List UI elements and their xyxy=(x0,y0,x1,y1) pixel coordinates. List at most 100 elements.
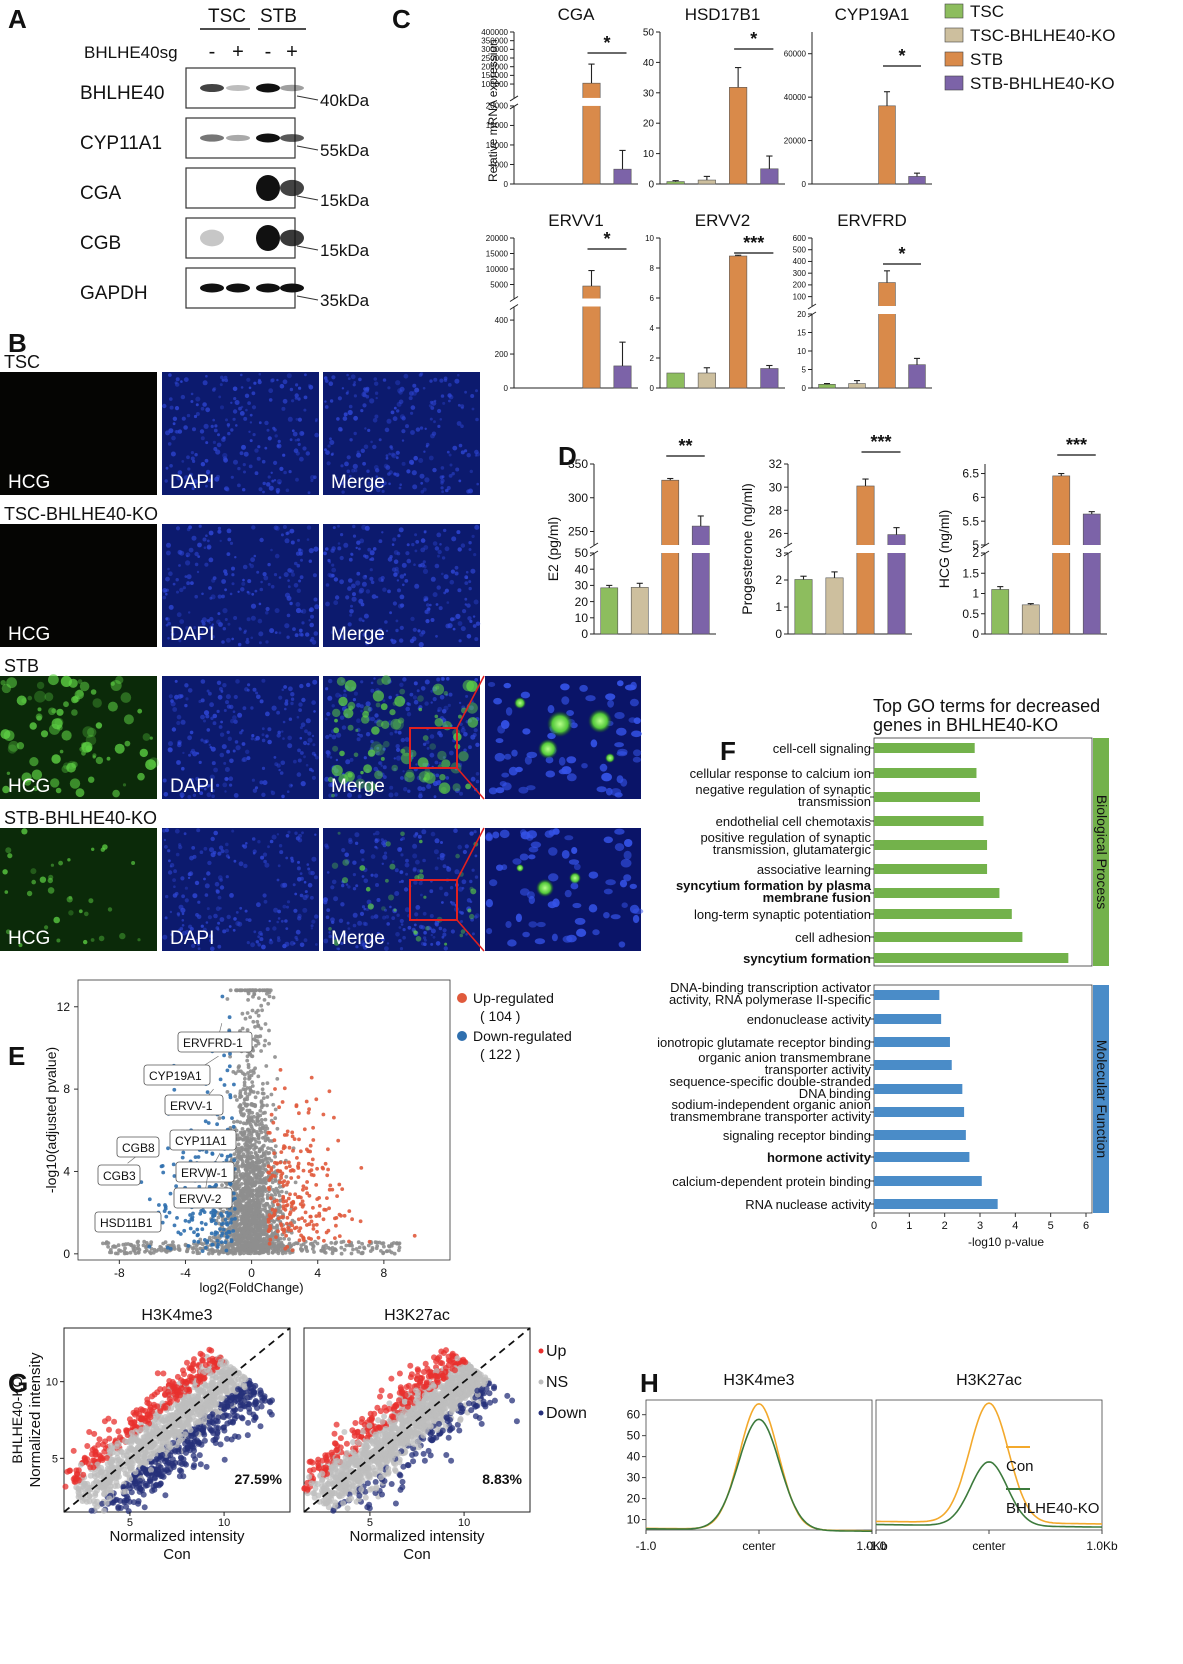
nucleus-zoom xyxy=(548,847,558,856)
y-tick-label: 10 xyxy=(575,611,589,625)
hcg-signal xyxy=(404,771,415,783)
volcano-point xyxy=(235,1185,239,1190)
nucleus xyxy=(247,918,252,922)
volcano-point xyxy=(223,1217,228,1222)
volcano-point xyxy=(265,1095,270,1099)
nucleus xyxy=(326,461,331,466)
nucleus xyxy=(325,915,330,919)
nucleus xyxy=(422,386,426,390)
volcano-point xyxy=(215,1238,220,1243)
nucleus xyxy=(203,423,209,429)
nucleus xyxy=(473,553,477,557)
nucleus xyxy=(271,705,277,711)
nucleus xyxy=(299,942,305,948)
nucleus xyxy=(412,627,417,632)
nucleus xyxy=(400,879,404,884)
blot-protein-label: CGB xyxy=(80,233,121,254)
nucleus xyxy=(353,691,358,696)
nucleus xyxy=(347,409,353,416)
nucleus xyxy=(223,761,227,765)
nucleus xyxy=(199,429,205,434)
nucleus xyxy=(420,481,424,485)
nucleus xyxy=(302,446,307,451)
volcano-point xyxy=(162,1209,167,1213)
volcano-point xyxy=(239,1193,244,1197)
volcano-point xyxy=(220,1231,225,1236)
nucleus xyxy=(276,878,280,882)
hcg-positive-cell xyxy=(536,879,554,897)
nucleus xyxy=(346,455,351,460)
nucleus xyxy=(380,838,384,842)
volcano-point xyxy=(265,1202,270,1206)
hcg-signal xyxy=(419,839,423,844)
nucleus xyxy=(358,589,363,594)
nucleus-zoom xyxy=(614,742,624,748)
nucleus xyxy=(274,631,278,634)
nucleus xyxy=(469,619,473,624)
treatment-sign: + xyxy=(286,41,298,63)
nucleus xyxy=(402,583,405,587)
volcano-point xyxy=(263,1022,268,1026)
nucleus xyxy=(403,787,408,792)
volcano-point xyxy=(259,1118,264,1122)
volcano-point xyxy=(252,1242,257,1247)
nucleus xyxy=(194,880,200,886)
zoom-inset xyxy=(485,828,641,951)
nucleus xyxy=(267,562,271,567)
volcano-point xyxy=(269,1193,274,1198)
volcano-point xyxy=(220,1183,224,1188)
nucleus xyxy=(303,880,307,884)
nucleus xyxy=(395,628,399,633)
nucleus xyxy=(330,885,335,890)
nucleus xyxy=(467,616,472,621)
nucleus xyxy=(170,933,174,936)
nucleus xyxy=(442,928,447,933)
nucleus xyxy=(302,907,308,913)
nucleus xyxy=(397,588,401,593)
volcano-point xyxy=(220,994,225,999)
nucleus xyxy=(300,610,304,613)
nucleus xyxy=(357,733,360,736)
nucleus xyxy=(184,683,189,688)
nucleus xyxy=(273,428,277,432)
nucleus xyxy=(395,456,399,460)
nucleus xyxy=(273,479,277,482)
nucleus xyxy=(229,592,233,596)
nucleus xyxy=(211,761,216,766)
nucleus xyxy=(393,550,399,555)
nucleus xyxy=(190,400,194,403)
volcano-point xyxy=(238,1249,242,1253)
nucleus-zoom xyxy=(511,749,518,757)
nucleus xyxy=(162,403,167,409)
nucleus xyxy=(181,930,187,936)
volcano-point xyxy=(310,1157,315,1162)
nucleus xyxy=(314,914,319,919)
nucleus xyxy=(434,760,439,765)
nucleus xyxy=(306,525,312,530)
hcg-signal xyxy=(68,910,74,916)
nucleus xyxy=(267,727,272,732)
nucleus xyxy=(217,526,221,531)
nucleus xyxy=(302,894,308,901)
nucleus xyxy=(174,406,180,411)
volcano-point xyxy=(300,1216,304,1220)
volcano-point xyxy=(242,1175,247,1180)
bar-break xyxy=(877,306,897,314)
nucleus xyxy=(295,417,299,421)
nucleus xyxy=(258,421,262,425)
hcg-signal xyxy=(131,861,136,865)
nucleus xyxy=(269,839,274,844)
volcano-point xyxy=(239,1106,244,1111)
nucleus xyxy=(386,942,390,945)
nucleus xyxy=(417,786,423,792)
nucleus xyxy=(279,383,285,389)
nucleus xyxy=(217,433,220,437)
hcg-signal xyxy=(467,908,472,913)
nucleus xyxy=(218,845,224,850)
y-tick-label: 1 xyxy=(972,587,979,601)
volcano-point xyxy=(203,1222,208,1227)
nucleus xyxy=(245,918,249,922)
nucleus xyxy=(398,603,403,609)
treatment-sign: + xyxy=(232,41,244,63)
nucleus xyxy=(451,472,455,476)
